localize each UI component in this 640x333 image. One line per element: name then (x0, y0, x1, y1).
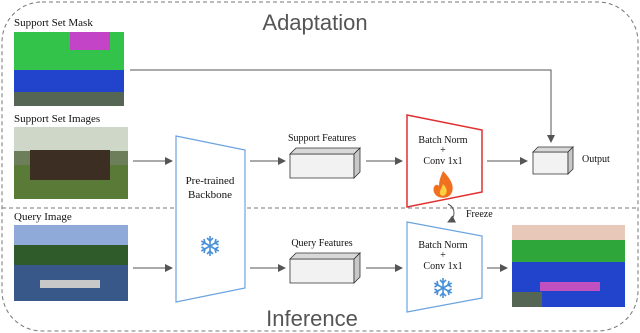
infer-head (406, 221, 483, 313)
node-label: Backbone (188, 189, 232, 201)
freeze-label: Freeze (466, 209, 493, 220)
feature-box (289, 147, 361, 179)
adapt-head (406, 114, 483, 208)
node-label: Query Features (291, 238, 352, 249)
section-title: Adaptation (262, 10, 367, 35)
input-label: Support Set Mask (14, 17, 93, 29)
feature-box (289, 252, 361, 284)
node-label: Support Features (288, 133, 356, 144)
node-label: Pre-trained (186, 175, 235, 187)
output-box (532, 146, 574, 175)
input-label: Support Set Images (14, 113, 100, 125)
output-image (512, 225, 625, 307)
node-label: Batch Norm (418, 240, 467, 251)
section-title: Inference (266, 306, 358, 331)
backbone (175, 135, 246, 303)
mask-image (14, 32, 124, 106)
query-image (14, 225, 128, 301)
node-label: Output (582, 154, 610, 165)
node-label: + (440, 250, 446, 261)
freeze-arrow (447, 203, 457, 223)
input-label: Query Image (14, 211, 72, 223)
node-label: + (440, 145, 446, 156)
node-label: Conv 1x1 (423, 261, 462, 272)
node-label: Conv 1x1 (423, 156, 462, 167)
mask-arrow (130, 69, 555, 143)
fire-icon (433, 171, 453, 198)
support-image (14, 127, 128, 199)
node-label: Batch Norm (418, 135, 467, 146)
